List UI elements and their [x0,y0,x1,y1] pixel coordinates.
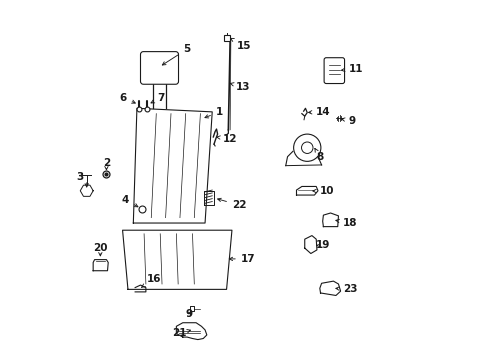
FancyBboxPatch shape [324,58,344,84]
Text: 15: 15 [230,39,250,50]
Polygon shape [296,186,317,195]
Text: 16: 16 [142,274,161,287]
Text: 19: 19 [315,240,329,250]
FancyBboxPatch shape [140,51,178,84]
Text: 1: 1 [204,107,223,118]
Text: 7: 7 [151,93,164,103]
Text: 2: 2 [102,158,110,168]
Text: 12: 12 [216,134,237,144]
Polygon shape [176,323,206,339]
Polygon shape [304,235,316,253]
Text: 18: 18 [335,218,357,228]
Polygon shape [93,260,108,271]
Text: 6: 6 [120,93,135,103]
Polygon shape [122,230,231,289]
Text: 21: 21 [172,328,190,338]
Text: 4: 4 [122,195,138,207]
Text: 9: 9 [185,310,192,319]
Text: 22: 22 [217,198,246,210]
Text: 11: 11 [341,64,362,74]
Text: 9: 9 [341,116,355,126]
Text: 10: 10 [312,186,333,197]
Polygon shape [133,108,212,223]
Text: 3: 3 [76,172,83,182]
Text: 14: 14 [308,107,330,117]
Text: 5: 5 [162,44,190,65]
Polygon shape [322,213,338,226]
Text: 8: 8 [314,149,323,162]
Polygon shape [319,281,340,296]
Circle shape [293,134,320,161]
Text: 20: 20 [93,243,107,253]
Text: 23: 23 [335,284,357,294]
Text: 13: 13 [229,82,249,92]
Text: 17: 17 [229,254,255,264]
Circle shape [301,142,312,153]
